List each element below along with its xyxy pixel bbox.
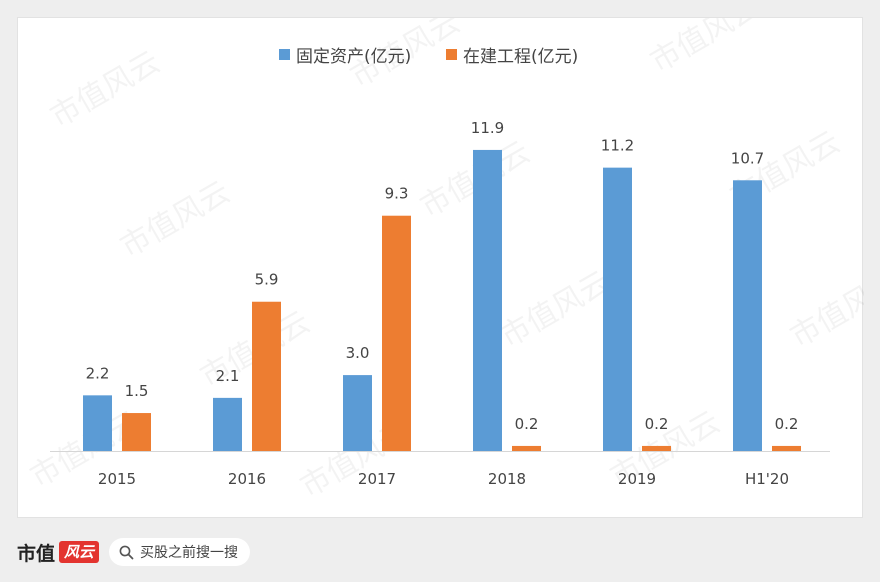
data-label-construction-h120: 0.2 [775, 415, 799, 433]
x-tick-label-2015: 2015 [98, 470, 136, 488]
bar-fixed-assets-h120 [733, 180, 762, 452]
data-label-construction-2015: 1.5 [125, 382, 149, 400]
data-label-fixed-assets-h120: 10.7 [731, 149, 764, 167]
search-box[interactable]: 买股之前搜一搜 [109, 538, 251, 566]
bar-fixed-assets-2017 [343, 375, 372, 451]
data-labels-layer: 2.2 1.5 2.1 5.9 3.0 9.3 11.9 0.2 11.2 0.2 10.7 0.2 [86, 119, 799, 433]
data-label-construction-2018: 0.2 [515, 415, 539, 433]
brand-logo: 市值 风云 [17, 539, 100, 566]
legend-swatch-fixed-assets [279, 49, 290, 60]
data-label-fixed-assets-2016: 2.1 [216, 367, 240, 385]
bar-fixed-assets-2019 [603, 167, 632, 451]
x-tick-label-2019: 2019 [618, 470, 656, 488]
bar-construction-2015 [122, 413, 151, 451]
bar-fixed-assets-2016 [213, 397, 242, 451]
bar-construction-2019 [642, 445, 671, 451]
data-label-fixed-assets-2019: 11.2 [601, 137, 634, 155]
x-tick-label-2017: 2017 [358, 470, 396, 488]
bar-construction-2017 [382, 215, 411, 451]
bar-fixed-assets-2015 [83, 395, 112, 451]
bar-construction-2018 [512, 445, 541, 451]
x-tick-label-h120: H1'20 [745, 470, 789, 488]
x-tick-label-2018: 2018 [488, 470, 526, 488]
data-label-fixed-assets-2018: 11.9 [471, 119, 504, 137]
bars-layer [83, 149, 801, 452]
legend-label-fixed-assets: 固定资产(亿元) [296, 47, 411, 67]
chart-legend: 固定资产(亿元) 在建工程(亿元) [279, 47, 578, 67]
legend-swatch-construction [446, 49, 457, 60]
brand-name: 市值 [17, 542, 56, 565]
data-label-fixed-assets-2017: 3.0 [346, 344, 370, 362]
x-tick-label-2016: 2016 [228, 470, 266, 488]
x-tick-labels: 2015 2016 2017 2018 2019 H1'20 [98, 470, 789, 488]
bar-construction-2016 [252, 301, 281, 451]
data-label-construction-2016: 5.9 [255, 271, 279, 289]
data-label-fixed-assets-2015: 2.2 [86, 364, 110, 382]
footer-bar: 市值 风云 买股之前搜一搜 [17, 536, 251, 568]
bar-fixed-assets-2018 [473, 149, 502, 451]
search-placeholder: 买股之前搜一搜 [140, 545, 239, 561]
brand-mark: 风云 [59, 541, 100, 563]
chart-card: 市值风云市值风云市值风云市值风云市值风云市值风云市值风云市值风云市值风云市值风云… [17, 17, 865, 518]
search-icon [119, 545, 134, 559]
legend-label-construction: 在建工程(亿元) [463, 47, 578, 67]
data-label-construction-2017: 9.3 [385, 185, 409, 203]
data-label-construction-2019: 0.2 [645, 415, 669, 433]
bar-chart: 市值风云市值风云市值风云市值风云市值风云市值风云市值风云市值风云市值风云市值风云… [25, 18, 865, 505]
bar-construction-h120 [772, 445, 801, 451]
